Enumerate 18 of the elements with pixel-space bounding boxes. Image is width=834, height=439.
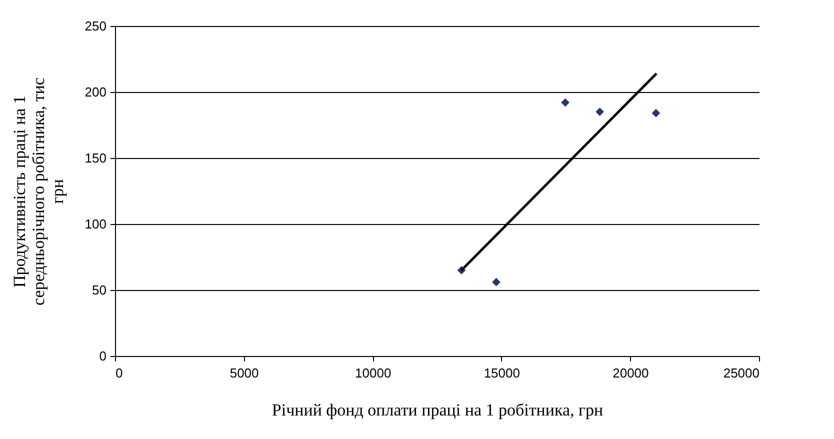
x-tick-label: 0 — [116, 366, 123, 380]
y-tick-label: 100 — [84, 216, 106, 232]
point — [561, 98, 570, 107]
x-tick-label: 5000 — [230, 366, 259, 380]
point — [652, 108, 660, 118]
y-tick-label: 250 — [84, 18, 106, 34]
x-axis-title: Річний фонд оплати праці на 1 робітника, грн — [272, 400, 604, 420]
y-tick-label: 200 — [84, 84, 106, 100]
x-tick-label: 10000 — [355, 366, 392, 380]
y-tick-label: 0 — [99, 348, 106, 364]
y-tick-label: 150 — [84, 150, 106, 166]
point — [492, 278, 500, 286]
y-tick-label: 50 — [92, 282, 106, 298]
x-tick-label: 15000 — [484, 366, 520, 380]
y-axis-title: Продуктивність праці на 1 середньорічного робітника, тис грн — [10, 77, 67, 306]
point — [596, 108, 604, 116]
x-tick-label: 20000 — [612, 366, 649, 380]
x-tick-label: 25000 — [723, 366, 760, 380]
